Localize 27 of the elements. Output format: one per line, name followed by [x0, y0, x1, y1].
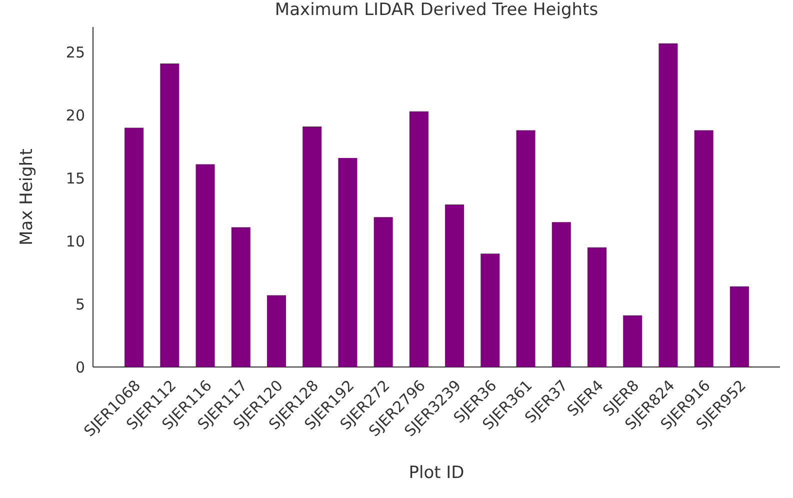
bar [445, 204, 464, 367]
bar [480, 254, 500, 367]
bar [196, 164, 215, 367]
bar [124, 128, 144, 367]
bar [516, 130, 536, 367]
bar [587, 247, 606, 367]
y-tick-label: 10 [66, 232, 85, 250]
bar [338, 158, 358, 367]
y-tick-label: 15 [66, 169, 85, 188]
y-tick-label: 0 [75, 358, 85, 376]
bar [694, 130, 714, 367]
y-axis-title: Max Height [17, 148, 37, 246]
bar [658, 43, 678, 367]
bar [231, 227, 250, 367]
bar [160, 64, 180, 367]
bar [409, 111, 428, 367]
chart-title: Maximum LIDAR Derived Tree Heights [274, 0, 600, 20]
bar [266, 295, 286, 367]
y-tick-label: 25 [66, 44, 85, 62]
bar [552, 222, 571, 367]
bar [302, 126, 322, 367]
bar [623, 315, 642, 367]
bar [730, 286, 749, 367]
bar [374, 217, 393, 367]
y-tick-label: 20 [66, 106, 85, 124]
x-axis-title: Plot ID [408, 463, 466, 483]
y-tick-label: 5 [75, 295, 85, 314]
